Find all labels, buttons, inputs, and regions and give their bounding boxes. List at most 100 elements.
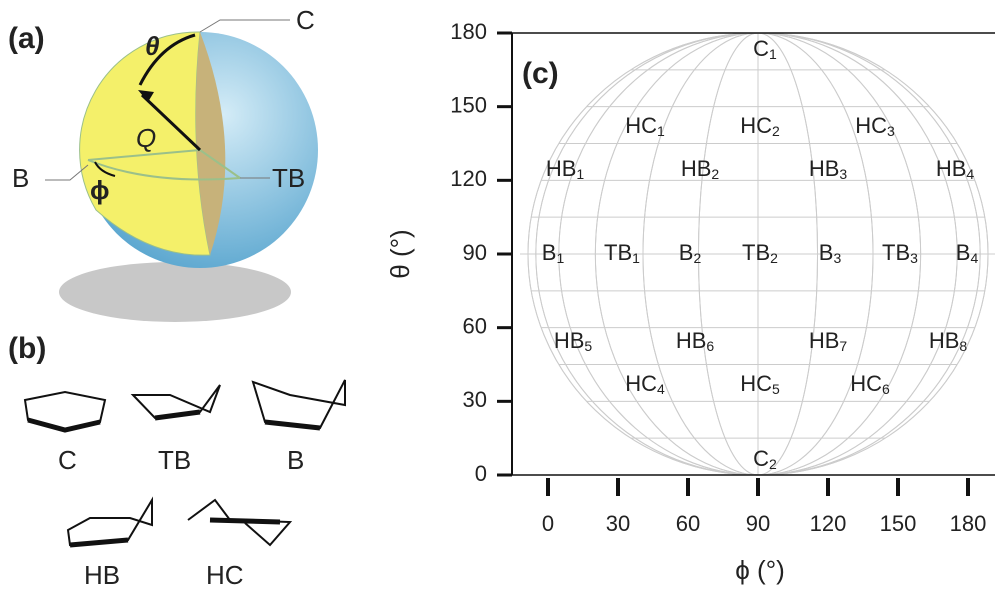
point-name: B [956, 240, 971, 265]
conformer-point: TB3 [882, 240, 918, 266]
point-name: B [542, 240, 557, 265]
panel-label: (a) [8, 22, 45, 55]
point-subscript: 1 [632, 250, 640, 266]
label: TB [272, 163, 305, 193]
point-name: HC [740, 371, 772, 396]
point-subscript: 1 [657, 123, 665, 139]
conformer-point: HC1 [625, 113, 665, 139]
point-name: B [679, 240, 694, 265]
x-tick-label: 90 [746, 511, 770, 536]
point-subscript: 1 [769, 46, 777, 62]
conformer-point: C1 [753, 36, 777, 62]
conformer-point: HB6 [676, 328, 715, 354]
molecule [265, 422, 320, 428]
x-tick-label: 60 [676, 511, 700, 536]
point-subscript: 2 [770, 250, 778, 266]
point-subscript: 1 [556, 250, 564, 266]
label: B [12, 163, 29, 193]
molecule [28, 420, 100, 430]
point-subscript: 2 [772, 123, 780, 139]
point-name: HB [809, 328, 840, 353]
point-subscript: 6 [706, 338, 714, 354]
point-name: HB [676, 328, 707, 353]
x-tick-label: 120 [810, 511, 847, 536]
point-subscript: 2 [769, 456, 777, 472]
conformer-point: HB7 [809, 328, 848, 354]
y-tick-label: 150 [450, 92, 487, 117]
x-axis-label: ϕ (°) [735, 555, 785, 585]
conformer-point: B4 [956, 240, 979, 266]
conformer-point: HC2 [740, 113, 780, 139]
conformer-point: TB1 [604, 240, 640, 266]
conformer-point: HB8 [929, 328, 968, 354]
y-tick-label: 90 [463, 240, 487, 265]
conformer-point: HB4 [936, 156, 975, 182]
conformer-point: B3 [819, 240, 842, 266]
point-subscript: 3 [839, 166, 847, 182]
point-name: C [753, 36, 769, 61]
molecule [155, 412, 200, 418]
point-name: HC [850, 371, 882, 396]
point-name: HB [936, 156, 967, 181]
point-subscript: 1 [576, 166, 584, 182]
point-subscript: 3 [833, 250, 841, 266]
point-name: TB [604, 240, 632, 265]
point-name: HC [855, 113, 887, 138]
point-subscript: 3 [887, 123, 895, 139]
panel-label: (b) [8, 332, 46, 365]
figure: (a) C B TB θ Q ϕ (b) C TB B HB HC (c) θ … [0, 0, 999, 590]
conformer-point: HC4 [625, 371, 665, 397]
y-tick-label: 0 [475, 461, 487, 486]
x-tick-label: 0 [542, 511, 554, 536]
molecule [210, 520, 280, 522]
conformer-label: HB [84, 560, 120, 590]
y-axis-label: θ (°) [385, 229, 415, 278]
x-tick-label: 30 [606, 511, 630, 536]
point-name: C [753, 446, 769, 471]
panel-label: (c) [522, 57, 559, 90]
point-name: HC [625, 113, 657, 138]
conformer-label: C [58, 445, 77, 475]
point-subscript: 8 [959, 338, 967, 354]
point-name: HB [554, 328, 585, 353]
shadow [59, 262, 291, 322]
point-subscript: 5 [584, 338, 592, 354]
x-tick-label: 180 [950, 511, 987, 536]
point-subscript: 6 [882, 381, 890, 397]
point-subscript: 2 [711, 166, 719, 182]
point-name: HB [681, 156, 712, 181]
label: C [296, 5, 315, 35]
leader [200, 20, 290, 32]
conformer-point: TB2 [742, 240, 778, 266]
label: Q [136, 123, 156, 153]
molecule [70, 540, 128, 545]
y-tick-label: 60 [463, 313, 487, 338]
conformer-point: HC3 [855, 113, 895, 139]
conformer-point: B1 [542, 240, 565, 266]
conformer-point: HC5 [740, 371, 780, 397]
point-subscript: 4 [657, 381, 665, 397]
conformer-point: HB5 [554, 328, 593, 354]
label: ϕ [90, 175, 110, 205]
point-name: HB [809, 156, 840, 181]
conformer-label: B [287, 445, 304, 475]
molecule [68, 500, 152, 545]
y-tick-label: 120 [450, 166, 487, 191]
point-subscript: 3 [910, 250, 918, 266]
y-tick-label: 30 [463, 387, 487, 412]
y-tick-label: 180 [450, 19, 487, 44]
x-tick-label: 150 [880, 511, 917, 536]
conformer-label: HC [206, 560, 244, 590]
point-name: HB [546, 156, 577, 181]
conformer-label: TB [158, 445, 191, 475]
conformer-point: HB3 [809, 156, 848, 182]
point-subscript: 5 [772, 381, 780, 397]
point-name: TB [882, 240, 910, 265]
point-name: HC [740, 113, 772, 138]
point-name: HB [929, 328, 960, 353]
conformer-point: HC6 [850, 371, 890, 397]
point-subscript: 7 [839, 338, 847, 354]
conformer-point: HB1 [546, 156, 585, 182]
label: θ [145, 31, 160, 61]
point-name: B [819, 240, 834, 265]
